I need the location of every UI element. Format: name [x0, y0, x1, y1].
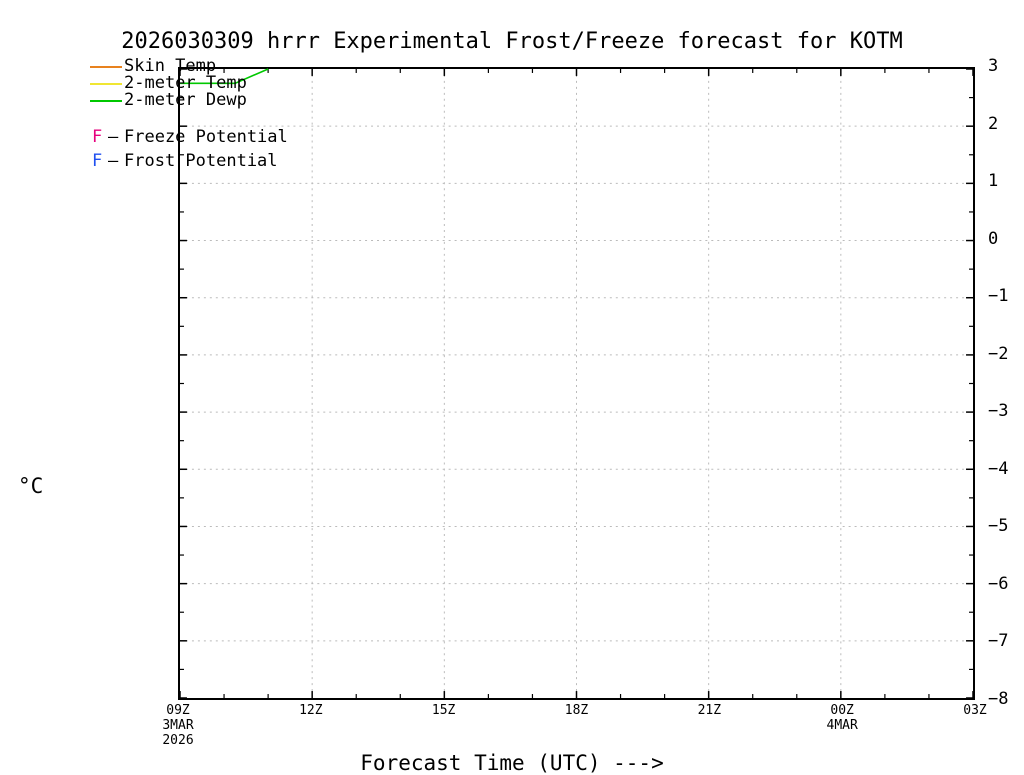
x-axis-tick-label-time: 12Z [299, 703, 323, 718]
legend-item-label: Frost Potential [124, 151, 278, 171]
axis-ticks [179, 68, 974, 699]
page-title: 2026030309 hrrr Experimental Frost/Freez… [121, 29, 903, 54]
x-axis-tick-label: 12Z [271, 703, 351, 719]
y-axis-tick-label: −4 [988, 458, 1009, 479]
legend-key-dash: — [108, 151, 119, 171]
x-axis-tick-label-date: 3MAR [162, 717, 194, 733]
x-axis-tick-label: 15Z [404, 703, 484, 719]
legend-color-swatch [90, 100, 122, 102]
x-axis-tick-label: 18Z [537, 703, 617, 719]
legend-key-dash: — [108, 127, 119, 147]
x-axis-tick-label-time: 00Z [830, 703, 854, 718]
x-axis-tick-label: 00Z 4MAR [802, 703, 882, 734]
y-axis-tick-label: −2 [988, 343, 1009, 364]
plot-area [178, 67, 975, 700]
legend-key-letter: F [92, 127, 103, 147]
y-axis-tick-label: −8 [988, 689, 1009, 709]
y-axis-tick-label: 2 [988, 113, 999, 134]
x-axis-tick-label: 09Z 3MAR 2026 [138, 703, 218, 749]
legend-item-label: 2-meter Dewp [124, 90, 247, 110]
y-axis-tick-label: 0 [988, 228, 999, 249]
y-axis-tick-label: −6 [988, 573, 1009, 594]
y-axis-tick-label: −3 [988, 401, 1009, 422]
gridlines [180, 69, 973, 698]
y-axis-tick-label: −7 [988, 631, 1009, 652]
y-axis-title: °C [18, 474, 44, 498]
y-axis-tick-label: 1 [988, 171, 999, 192]
x-axis-tick-label: 21Z [669, 703, 749, 719]
x-axis-tick-label-date: 4MAR [826, 717, 858, 733]
x-axis-title: Forecast Time (UTC) ---> [360, 751, 664, 775]
legend-color-swatch [90, 66, 122, 68]
x-axis-tick-label-time: 15Z [431, 703, 456, 718]
x-axis-tick-label-time: 09Z [166, 703, 190, 718]
legend-item-label: 2-meter Temp [124, 73, 247, 93]
legend-item-label: Freeze Potential [124, 127, 288, 147]
legend-item-label: Skin Temp [124, 56, 217, 76]
legend-color-swatch [90, 83, 122, 85]
legend-key-letter: F [92, 151, 103, 171]
data-series-layer [180, 68, 269, 85]
y-axis-tick-label: −1 [988, 286, 1009, 307]
x-axis-tick-label-time: 18Z [564, 703, 589, 718]
x-axis-tick-label-year: 2026 [162, 732, 194, 748]
x-axis-tick-label-time: 03Z [963, 703, 987, 718]
x-axis-tick-label-time: 21Z [697, 703, 722, 718]
y-axis-tick-label: −5 [988, 516, 1009, 537]
x-axis-tick-label: 03Z [935, 703, 1015, 719]
y-axis-tick-label: 3 [988, 56, 999, 76]
